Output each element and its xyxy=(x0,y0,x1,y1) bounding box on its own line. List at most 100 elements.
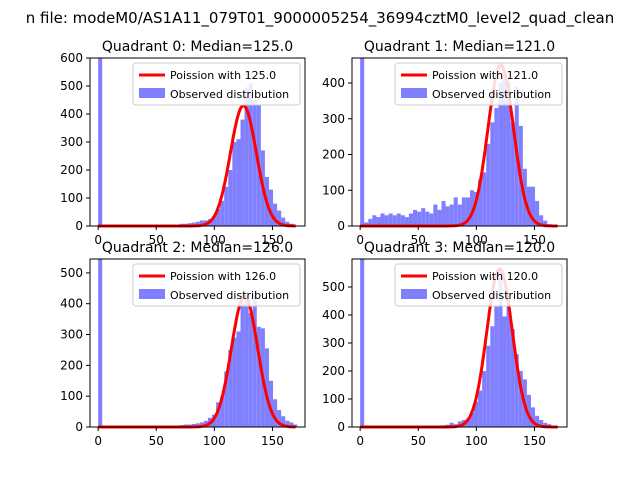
panel-title: Quadrant 2: Median=126.0 xyxy=(102,240,293,256)
histogram-bar xyxy=(396,213,401,226)
histogram-bar xyxy=(429,213,434,226)
histogram-bar xyxy=(502,316,507,427)
histogram-bar xyxy=(228,170,233,226)
histogram-bar xyxy=(474,401,479,427)
histogram-bar xyxy=(478,390,483,427)
histogram-bar xyxy=(404,217,409,226)
histogram-bar xyxy=(457,421,462,427)
legend-box xyxy=(132,263,301,307)
legend-patch-swatch xyxy=(139,88,165,98)
histogram-bar xyxy=(421,208,426,226)
histogram-bar xyxy=(408,213,414,226)
histogram-bar xyxy=(413,209,418,226)
y-tick-label: 100 xyxy=(60,191,83,205)
histogram-bar xyxy=(273,399,278,427)
histogram-bar xyxy=(199,422,204,427)
y-tick-label: 300 xyxy=(60,135,83,149)
legend-label: Poission with 126.0 xyxy=(170,270,276,283)
y-tick-label: 300 xyxy=(322,112,345,126)
panel-title: Quadrant 0: Median=125.0 xyxy=(102,39,293,55)
histogram-bar xyxy=(384,215,389,226)
legend-label: Poission with 125.0 xyxy=(170,69,276,82)
histogram-bar xyxy=(502,72,507,226)
histogram-bar xyxy=(256,326,261,427)
histogram-bar xyxy=(388,213,393,226)
y-tick-label: 200 xyxy=(60,163,83,177)
histogram-bar xyxy=(244,297,249,427)
histogram-bar xyxy=(526,186,531,226)
histogram-bar xyxy=(453,197,458,226)
histogram-bar xyxy=(433,204,438,226)
histogram-bar xyxy=(490,122,495,226)
histogram-bar xyxy=(535,200,540,226)
histogram-bar xyxy=(360,259,365,427)
histogram-bar xyxy=(539,215,544,226)
histogram-bar xyxy=(216,209,221,226)
histogram-bar xyxy=(195,423,200,427)
x-tick-label: 150 xyxy=(261,434,284,448)
y-tick-label: 0 xyxy=(75,420,83,434)
histogram-bar xyxy=(240,303,245,427)
panel-title: Quadrant 3: Median=120.0 xyxy=(364,240,555,256)
quadrant-panels: Quadrant 0: Median=125.0 0 50 100 150 0 100 200… xyxy=(60,39,568,448)
histogram-bar xyxy=(400,215,405,226)
y-tick-label: 100 xyxy=(322,183,345,197)
legend-box xyxy=(394,263,563,307)
x-tick-label: 0 xyxy=(94,233,102,247)
histogram-bar xyxy=(457,204,462,226)
histogram-bar xyxy=(490,326,495,427)
legend-label: Poission with 121.0 xyxy=(432,69,538,82)
histogram-bar xyxy=(281,416,286,427)
histogram-bar xyxy=(530,186,536,226)
histogram-bar xyxy=(264,348,269,427)
x-tick-label: 50 xyxy=(411,233,426,247)
histogram-bar xyxy=(474,192,479,226)
histogram-bar xyxy=(445,206,450,226)
histogram-bar xyxy=(498,270,503,427)
histogram-bar xyxy=(478,179,483,226)
histogram-bar xyxy=(195,221,200,226)
x-tick-label: 50 xyxy=(411,434,426,448)
legend-box xyxy=(132,62,301,106)
y-tick-label: 200 xyxy=(322,148,345,162)
histogram-bar xyxy=(482,172,487,226)
histogram-bar xyxy=(212,216,217,226)
histogram-bar xyxy=(228,349,233,427)
quadrant-0-panel: Quadrant 0: Median=125.0 0 50 100 150 0 100 200… xyxy=(60,39,306,247)
y-tick-label: 0 xyxy=(75,219,83,233)
histogram-bar xyxy=(277,210,282,226)
legend: Poission with 125.0 Observed distribution xyxy=(132,62,301,106)
histogram-bar xyxy=(449,422,454,427)
histogram-bar xyxy=(494,306,499,427)
histogram-bar xyxy=(224,371,229,427)
figure-suptitle: n file: modeM0/AS1A11_079T01_9000005254_… xyxy=(26,9,615,28)
histogram-bar xyxy=(506,81,511,226)
histogram-bar xyxy=(543,220,548,226)
y-tick-label: 0 xyxy=(337,219,345,233)
y-tick-label: 500 xyxy=(322,280,345,294)
y-tick-label: 100 xyxy=(60,389,83,403)
histogram-bar xyxy=(240,119,245,226)
histogram-bar xyxy=(248,83,253,226)
histogram-bar xyxy=(273,203,278,226)
legend: Poission with 126.0 Observed distribution xyxy=(132,263,301,307)
y-tick-label: 200 xyxy=(322,364,345,378)
histogram-bar xyxy=(236,331,241,427)
x-tick-label: 0 xyxy=(356,434,364,448)
y-tick-label: 200 xyxy=(60,358,83,372)
y-tick-label: 300 xyxy=(322,336,345,350)
legend: Poission with 121.0 Observed distribution xyxy=(394,62,563,106)
histogram-bar xyxy=(360,58,365,226)
histogram-bar xyxy=(486,143,491,226)
histogram-bar xyxy=(364,222,369,226)
y-tick-label: 400 xyxy=(60,107,83,121)
y-tick-label: 500 xyxy=(60,266,83,280)
histogram-bar xyxy=(285,420,290,427)
x-tick-label: 100 xyxy=(465,434,488,448)
histogram-bar xyxy=(469,190,475,226)
histogram-bar xyxy=(244,87,249,227)
y-tick-label: 300 xyxy=(60,328,83,342)
histogram-bar xyxy=(252,100,257,226)
histogram-bar xyxy=(232,337,237,427)
